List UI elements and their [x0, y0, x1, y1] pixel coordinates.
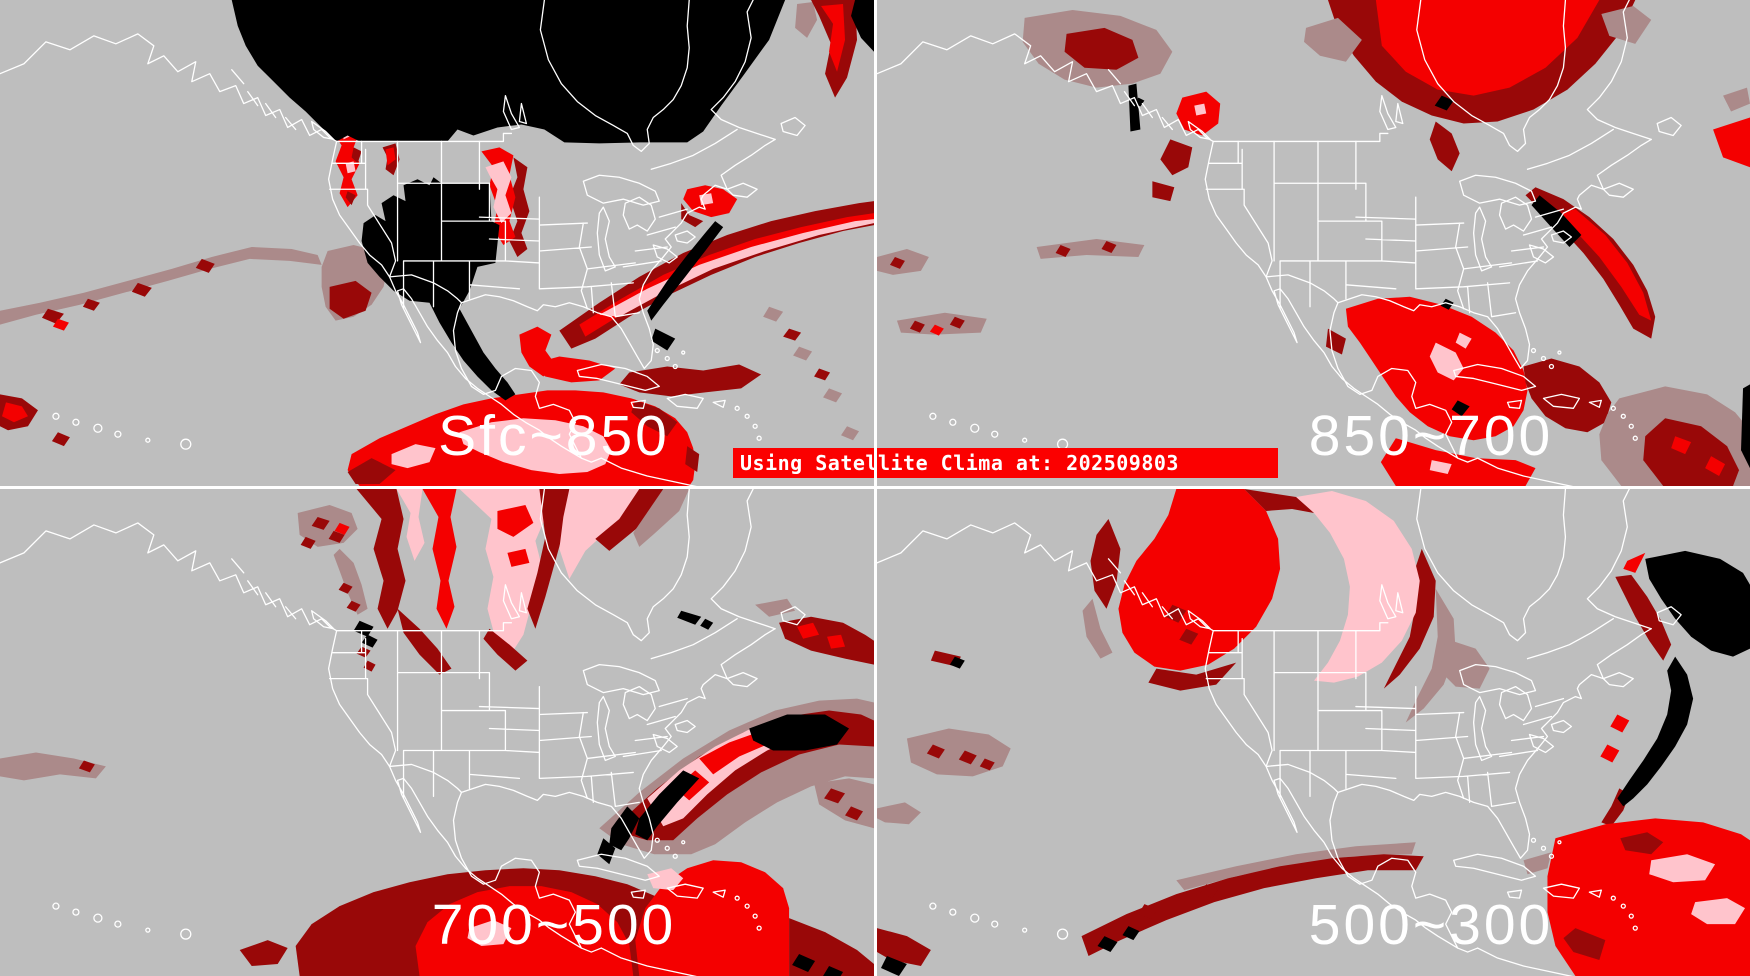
- map-sfc-850: [0, 0, 874, 486]
- panel-sfc-850: Sfc~850: [0, 0, 874, 486]
- panel-500-300: 500~300: [877, 489, 1750, 976]
- layer-label-500-300: 500~300: [1308, 893, 1554, 957]
- panel-700-500: 700~500: [0, 489, 874, 976]
- map-500-300: [877, 489, 1750, 976]
- map-850-700: [877, 0, 1750, 486]
- moisture-shading-500-300: [877, 489, 1750, 976]
- panel-divider-horizontal: [0, 486, 1750, 489]
- panel-850-700: 850~700: [877, 0, 1750, 486]
- moisture-shading-700-500: [0, 489, 874, 976]
- map-700-500: [0, 489, 874, 976]
- moisture-shading-850-700: [877, 0, 1750, 486]
- timestamp-banner: Using Satellite Clima at: 202509803: [733, 448, 1278, 478]
- layer-label-700-500: 700~500: [431, 893, 677, 957]
- layer-label-850-700: 850~700: [1308, 404, 1554, 468]
- layer-label-sfc-850: Sfc~850: [438, 404, 670, 468]
